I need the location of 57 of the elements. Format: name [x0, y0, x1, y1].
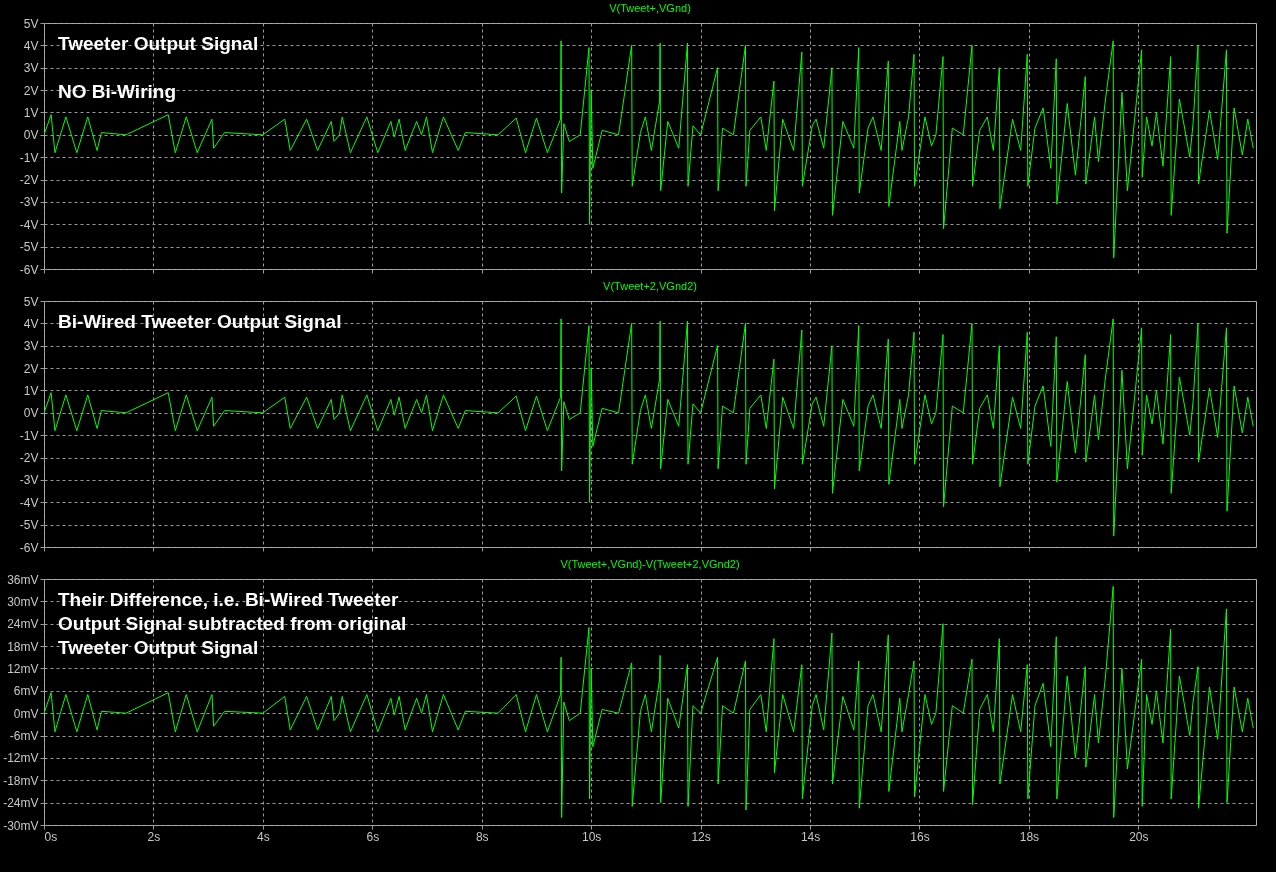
- y-tick-label: 3V: [23, 61, 39, 76]
- x-tick-label: 8s: [475, 829, 489, 844]
- y-tick-label: -3V: [19, 195, 39, 210]
- y-tick-label: 5V: [23, 294, 39, 309]
- y-tick-label: -6mV: [9, 729, 39, 744]
- y-tick-label: -1V: [19, 428, 39, 443]
- y-tick-label: -2V: [19, 173, 39, 188]
- y-tick-label: 5V: [23, 16, 39, 31]
- x-tick-label: 20s: [1129, 829, 1149, 844]
- y-tick-label: 24mV: [7, 617, 39, 632]
- y-tick-label: -6V: [19, 540, 39, 555]
- y-tick-label: 18mV: [7, 639, 39, 654]
- x-tick-label: 12s: [691, 829, 711, 844]
- y-tick-label: 6mV: [13, 684, 39, 699]
- y-tick-label: -1V: [19, 150, 39, 165]
- annotation: Bi-Wired Tweeter Output Signal: [58, 311, 342, 332]
- y-tick-label: 4V: [23, 38, 39, 53]
- y-tick-label: -6V: [19, 262, 39, 277]
- x-tick-label: 10s: [582, 829, 602, 844]
- y-tick-label: 4V: [23, 316, 39, 331]
- y-tick-label: 0mV: [13, 706, 39, 721]
- y-tick-label: 0V: [23, 128, 39, 143]
- x-tick-label: 0s: [44, 829, 58, 844]
- y-tick-label: -24mV: [3, 796, 39, 811]
- y-tick-label: 1V: [23, 105, 39, 120]
- y-tick-label: -4V: [19, 495, 39, 510]
- y-tick-label: 36mV: [7, 572, 39, 587]
- y-tick-label: -3V: [19, 473, 39, 488]
- x-tick-label: 4s: [257, 829, 270, 844]
- y-tick-label: 30mV: [7, 594, 39, 609]
- x-tick-label: 2s: [147, 829, 161, 844]
- x-tick-label: 16s: [910, 829, 930, 844]
- y-tick-label: -12mV: [3, 751, 39, 766]
- y-tick-label: 1V: [23, 383, 39, 398]
- y-tick-label: 2V: [23, 83, 39, 98]
- y-tick-label: -4V: [19, 217, 39, 232]
- line-series: [44, 585, 1254, 819]
- y-tick-label: -18mV: [3, 773, 39, 788]
- annotation: Tweeter Output Signal: [58, 33, 259, 54]
- y-tick-label: -30mV: [3, 818, 39, 833]
- y-tick-label: 3V: [23, 339, 39, 354]
- annotation: Output Signal subtracted from original: [58, 613, 407, 634]
- x-tick-label: 14s: [800, 829, 821, 844]
- chart-title: V(Tweet+,VGnd)-V(Tweet+2,VGnd2): [560, 558, 740, 570]
- y-tick-label: 0V: [23, 406, 39, 421]
- y-tick-label: 12mV: [7, 661, 39, 676]
- y-tick-label: -5V: [19, 518, 39, 533]
- annotation: Their Difference, i.e. Bi-Wired Tweeter: [58, 589, 400, 610]
- annotation: Tweeter Output Signal: [58, 637, 259, 658]
- chart-title: V(Tweet+,VGnd): [609, 2, 691, 14]
- y-tick-label: -2V: [19, 451, 39, 466]
- x-tick-label: 6s: [366, 829, 380, 844]
- y-tick-label: -5V: [19, 240, 39, 255]
- y-tick-label: 2V: [23, 361, 39, 376]
- chart-title: V(Tweet+2,VGnd2): [603, 280, 697, 292]
- x-tick-label: 18s: [1019, 829, 1040, 844]
- annotation: NO Bi-Wiring: [58, 81, 177, 102]
